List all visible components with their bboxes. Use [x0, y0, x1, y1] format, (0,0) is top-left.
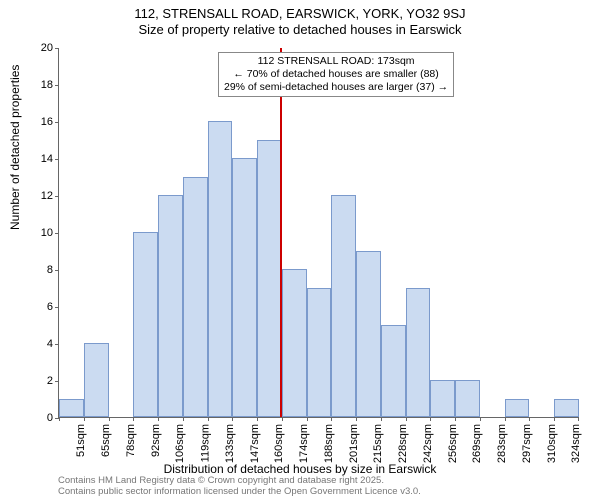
annotation-line1: 112 STRENSALL ROAD: 173sqm: [224, 55, 448, 68]
histogram-bar: [430, 380, 455, 417]
xtick-mark: [406, 417, 407, 421]
ytick-label: 12: [29, 190, 53, 202]
histogram-bar: [282, 269, 307, 417]
ytick-label: 18: [29, 79, 53, 91]
ytick-label: 0: [29, 412, 53, 424]
xtick-mark: [331, 417, 332, 421]
xtick-label: 269sqm: [472, 424, 484, 463]
footer-line2: Contains public sector information licen…: [58, 487, 421, 498]
annotation-box: 112 STRENSALL ROAD: 173sqm ← 70% of deta…: [218, 52, 454, 97]
footer-attribution: Contains HM Land Registry data © Crown c…: [58, 476, 421, 498]
ytick-mark: [55, 381, 59, 382]
title-subtitle: Size of property relative to detached ho…: [0, 22, 600, 38]
xtick-label: 119sqm: [199, 424, 211, 462]
xtick-mark: [282, 417, 283, 421]
histogram-bar: [381, 325, 406, 418]
histogram-bar: [183, 177, 208, 418]
xtick-label: 106sqm: [174, 424, 186, 463]
chart-container: 112, STRENSALL ROAD, EARSWICK, YORK, YO3…: [0, 0, 600, 500]
histogram-bar: [257, 140, 282, 418]
y-axis-label: Number of detached properties: [8, 65, 22, 230]
xtick-mark: [480, 417, 481, 421]
histogram-bar: [158, 195, 183, 417]
xtick-mark: [430, 417, 431, 421]
histogram-bar: [554, 399, 579, 418]
ytick-mark: [55, 307, 59, 308]
ytick-label: 6: [29, 301, 53, 313]
xtick-mark: [381, 417, 382, 421]
histogram-bar: [307, 288, 332, 418]
xtick-label: 160sqm: [273, 424, 285, 463]
xtick-mark: [257, 417, 258, 421]
ytick-mark: [55, 196, 59, 197]
xtick-mark: [505, 417, 506, 421]
ytick-label: 8: [29, 264, 53, 276]
histogram-bar: [232, 158, 257, 417]
histogram-bar: [356, 251, 381, 418]
xtick-mark: [158, 417, 159, 421]
ytick-mark: [55, 233, 59, 234]
ytick-label: 16: [29, 116, 53, 128]
chart-area: 0246810121416182051sqm65sqm78sqm92sqm106…: [58, 48, 578, 418]
histogram-bar: [84, 343, 109, 417]
ytick-label: 2: [29, 375, 53, 387]
xtick-label: 242sqm: [422, 424, 434, 463]
xtick-label: 188sqm: [323, 424, 335, 463]
xtick-mark: [232, 417, 233, 421]
histogram-bar: [505, 399, 530, 418]
histogram-bar: [208, 121, 233, 417]
xtick-mark: [133, 417, 134, 421]
xtick-label: 92sqm: [150, 424, 162, 457]
xtick-mark: [578, 417, 579, 421]
histogram-bar: [331, 195, 356, 417]
histogram-bar: [455, 380, 480, 417]
xtick-mark: [84, 417, 85, 421]
title-address: 112, STRENSALL ROAD, EARSWICK, YORK, YO3…: [0, 6, 600, 22]
xtick-label: 310sqm: [546, 424, 558, 463]
marker-line: [280, 48, 282, 417]
xtick-mark: [356, 417, 357, 421]
xtick-mark: [307, 417, 308, 421]
xtick-label: 256sqm: [447, 424, 459, 463]
xtick-mark: [109, 417, 110, 421]
xtick-label: 78sqm: [125, 424, 137, 457]
annotation-line3: 29% of semi-detached houses are larger (…: [224, 81, 448, 94]
ytick-label: 14: [29, 153, 53, 165]
ytick-mark: [55, 344, 59, 345]
xtick-mark: [208, 417, 209, 421]
xtick-label: 65sqm: [100, 424, 112, 457]
xtick-label: 228sqm: [397, 424, 409, 463]
ytick-label: 20: [29, 42, 53, 54]
ytick-label: 10: [29, 227, 53, 239]
xtick-mark: [183, 417, 184, 421]
annotation-line2: ← 70% of detached houses are smaller (88…: [224, 68, 448, 81]
histogram-bar: [133, 232, 158, 417]
xtick-mark: [529, 417, 530, 421]
x-axis-label: Distribution of detached houses by size …: [0, 462, 600, 476]
xtick-label: 133sqm: [224, 424, 236, 463]
ytick-mark: [55, 159, 59, 160]
xtick-mark: [59, 417, 60, 421]
xtick-label: 324sqm: [571, 424, 583, 463]
xtick-label: 215sqm: [373, 424, 385, 463]
xtick-label: 297sqm: [521, 424, 533, 463]
title-block: 112, STRENSALL ROAD, EARSWICK, YORK, YO3…: [0, 0, 600, 39]
ytick-mark: [55, 122, 59, 123]
xtick-label: 283sqm: [496, 424, 508, 463]
ytick-mark: [55, 85, 59, 86]
xtick-label: 174sqm: [298, 424, 310, 463]
plot-region: 0246810121416182051sqm65sqm78sqm92sqm106…: [58, 48, 578, 418]
xtick-mark: [554, 417, 555, 421]
xtick-mark: [455, 417, 456, 421]
histogram-bar: [59, 399, 84, 418]
ytick-mark: [55, 48, 59, 49]
xtick-label: 201sqm: [348, 424, 360, 463]
histogram-bar: [406, 288, 431, 418]
xtick-label: 147sqm: [249, 424, 261, 463]
xtick-label: 51sqm: [75, 424, 87, 457]
ytick-mark: [55, 270, 59, 271]
ytick-label: 4: [29, 338, 53, 350]
